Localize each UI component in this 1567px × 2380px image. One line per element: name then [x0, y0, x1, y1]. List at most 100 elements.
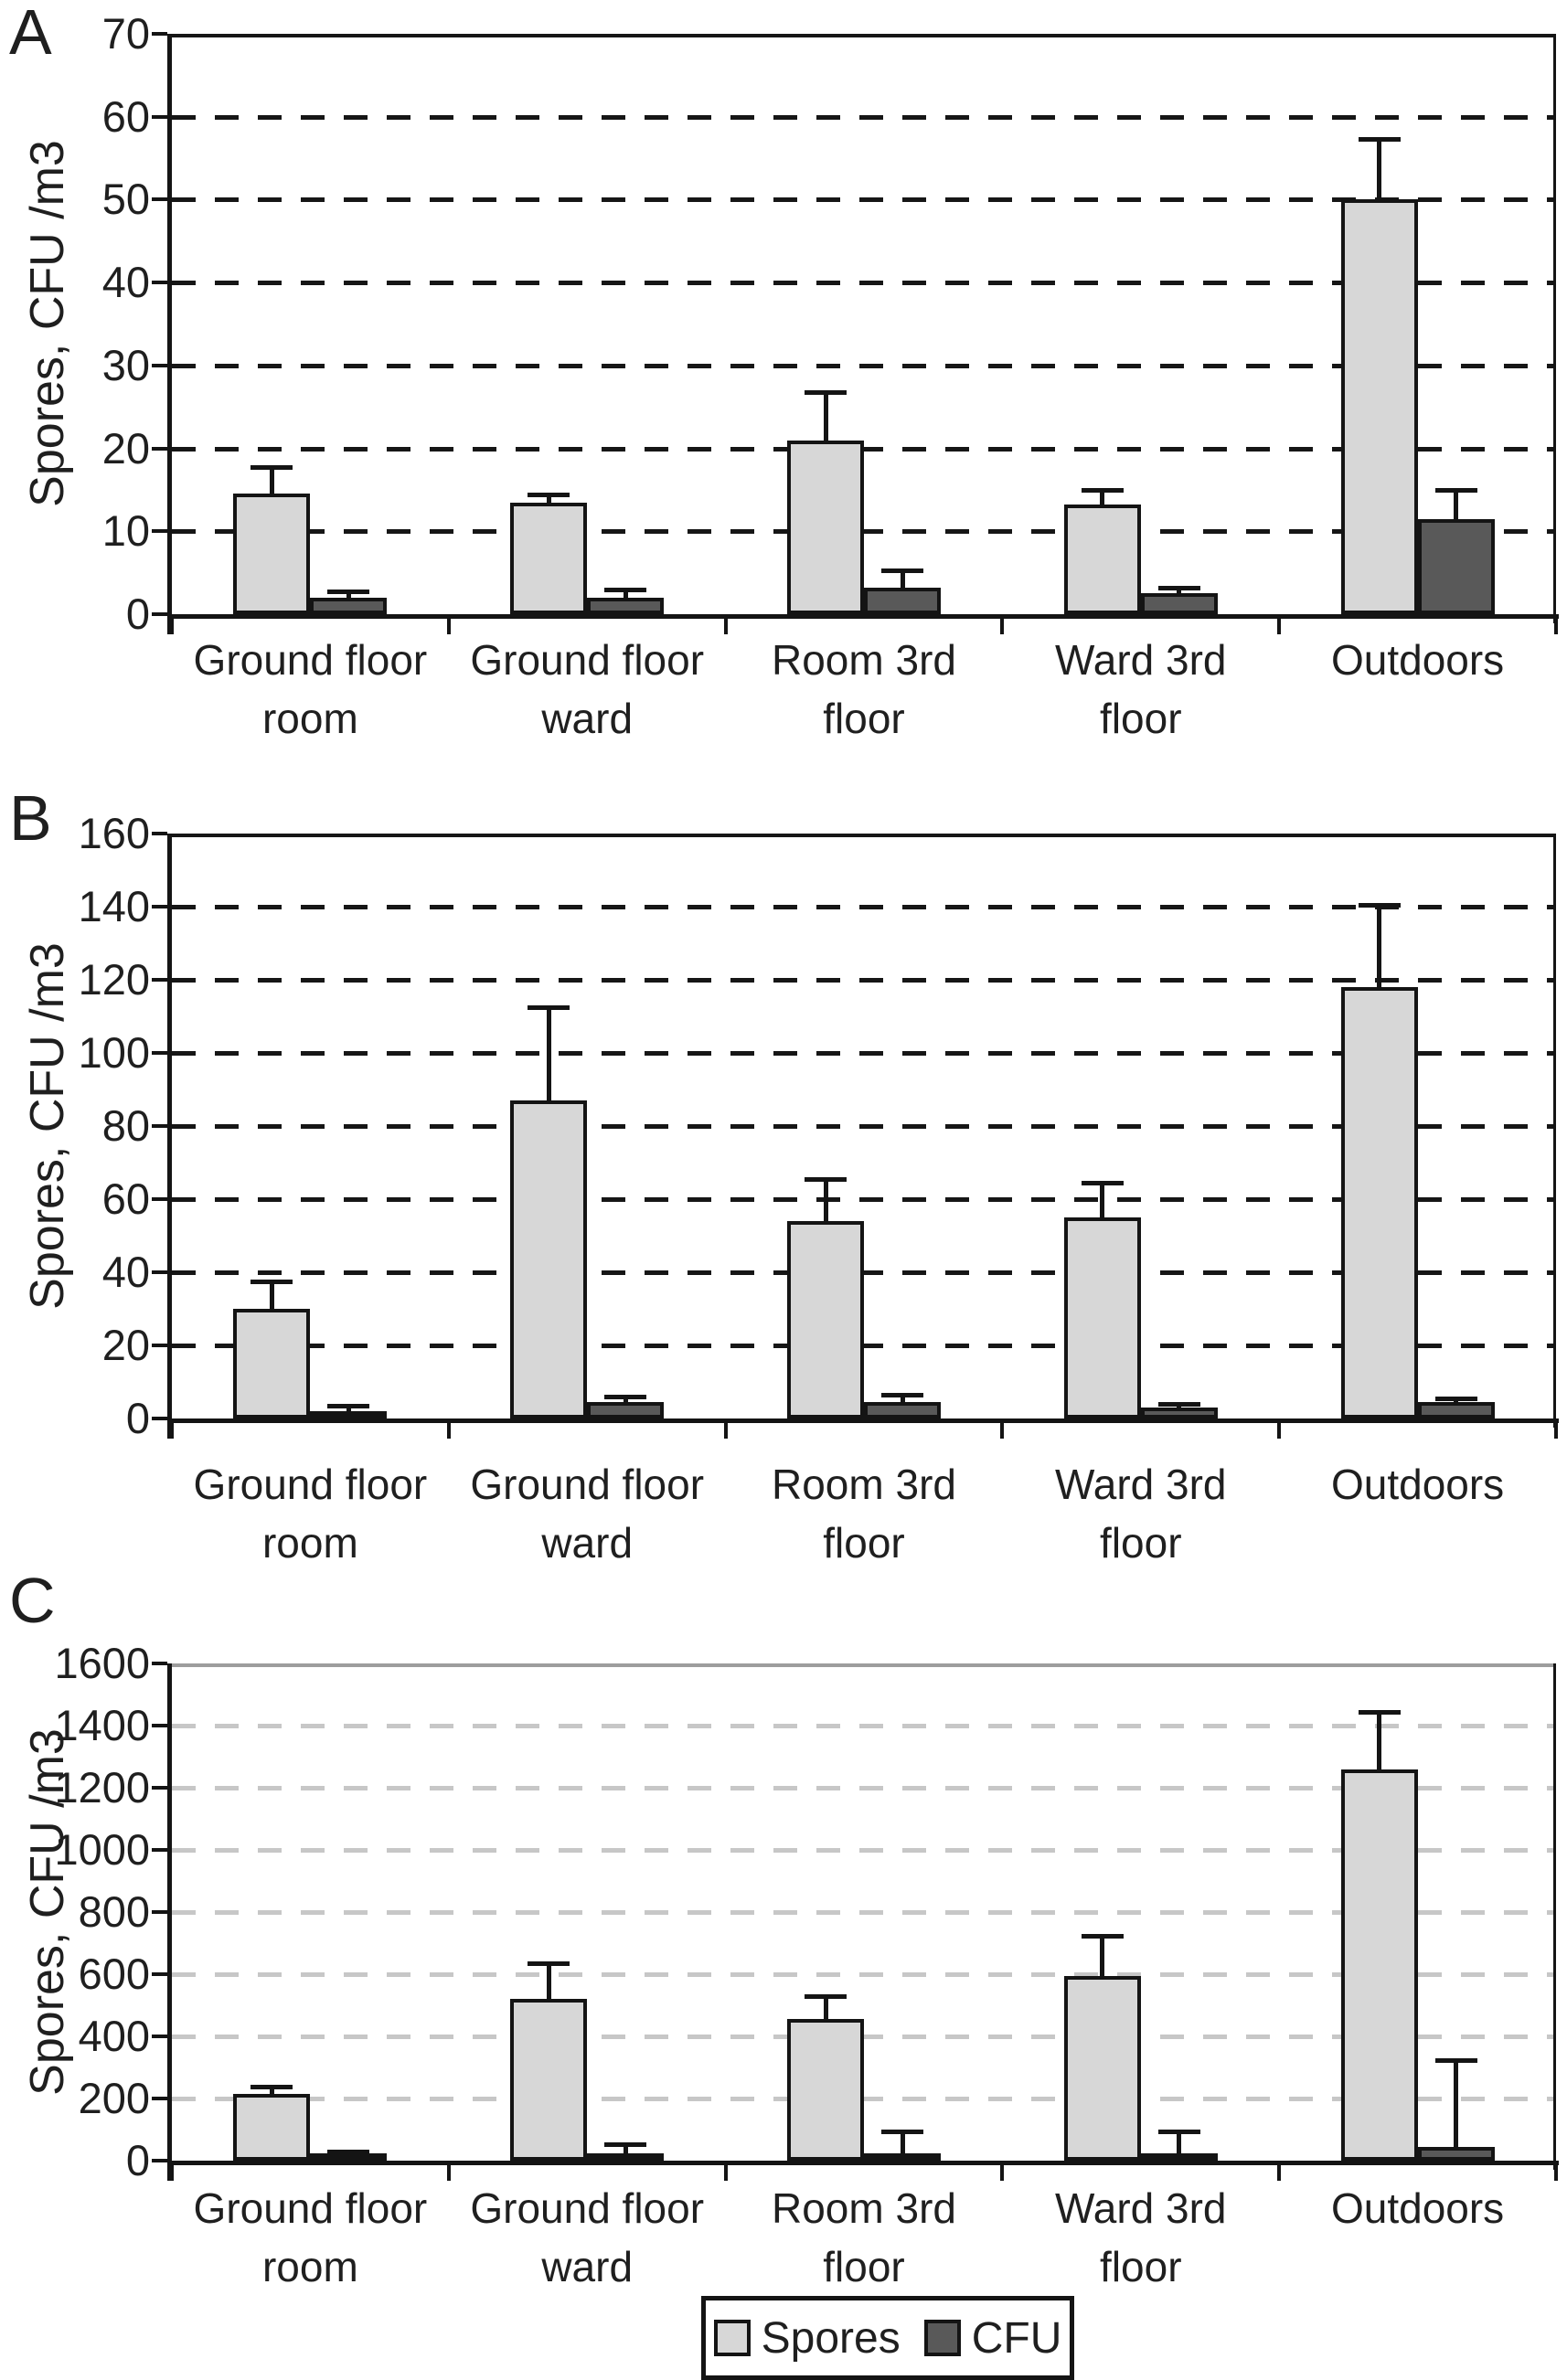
y-tick-label: 0: [125, 1394, 150, 1442]
x-category-label-line: Ground floor: [193, 636, 428, 684]
gridline: [172, 905, 1556, 909]
x-category-label: Outdoors: [1279, 631, 1556, 689]
plot-right-border: [1553, 34, 1556, 623]
gridline: [172, 1051, 1556, 1056]
y-tick-label: 140: [78, 882, 150, 930]
bar-cfu: [1140, 1408, 1218, 1418]
y-tick-label: 60: [101, 1174, 150, 1223]
y-axis-tick: [152, 2159, 167, 2162]
y-axis-tick: [152, 1270, 167, 1274]
error-bar-line: [900, 568, 905, 588]
x-category-label: Ground floor ward: [449, 2179, 726, 2296]
error-bar-cap: [327, 589, 370, 594]
legend-label-cfu: CFU: [971, 2313, 1062, 2363]
x-category-label-line: Ground floor: [470, 2184, 705, 2232]
error-bar-cap: [604, 2141, 647, 2147]
error-bar-line: [546, 1961, 551, 2000]
x-category-label-line: Ground floor: [470, 636, 705, 684]
error-bar-cap: [251, 464, 293, 470]
error-bar-line: [623, 2141, 628, 2158]
error-bar-cap: [1081, 1933, 1124, 1939]
error-bar-cap: [805, 1177, 847, 1182]
error-bar-cap: [1081, 488, 1124, 494]
y-axis-tick: [152, 1972, 167, 1976]
error-bar-line: [1100, 1933, 1105, 1976]
x-axis-tick: [446, 619, 451, 634]
x-category-label-line: floor: [823, 2243, 905, 2290]
y-tick-label: 600: [78, 1950, 150, 1998]
error-bar-line: [1454, 2057, 1459, 2147]
x-category-label: Ward 3rd floor: [1002, 631, 1279, 748]
x-axis-tick: [1277, 1423, 1282, 1439]
gridline: [172, 2035, 1556, 2039]
bar-spores: [1340, 1769, 1418, 2161]
panel-b-letter: B: [9, 782, 52, 854]
bar-cfu: [1417, 518, 1495, 614]
error-bar-cap: [1434, 2057, 1477, 2063]
bar-spores: [510, 503, 588, 614]
error-bar-line: [546, 492, 551, 504]
error-bar-cap: [805, 390, 847, 396]
error-bar-cap: [251, 1280, 293, 1284]
panel-c-letter: C: [9, 1565, 56, 1636]
error-bar-line: [900, 2130, 905, 2159]
gridline: [172, 1344, 1556, 1348]
y-axis-tick: [152, 1662, 167, 1665]
error-bar-cap: [1358, 1710, 1401, 1715]
plot-area: 0 10 20 30 40 50 60 70: [102, 9, 1559, 638]
error-bar-line: [1377, 903, 1382, 987]
x-axis-tick: [1000, 619, 1005, 634]
y-tick-label: 200: [78, 2074, 150, 2122]
gridline: [172, 197, 1556, 203]
x-category-label-line: ward: [541, 2243, 634, 2290]
x-category-label-line: Ground floor: [193, 2184, 428, 2232]
bar-spores: [233, 2093, 311, 2161]
x-category-label: Room 3rd floor: [726, 631, 1003, 748]
error-bar-cap: [881, 2130, 923, 2134]
y-axis-tick: [152, 363, 167, 367]
x-axis-tick: [1000, 1423, 1005, 1439]
error-bar-line: [1100, 488, 1105, 505]
x-category-label-line: room: [261, 695, 358, 742]
y-tick-label: 20: [101, 423, 150, 473]
bar-cfu: [310, 597, 388, 614]
error-bar-cap: [604, 1395, 647, 1399]
error-bar-line: [1454, 488, 1459, 519]
error-bar-line: [623, 587, 628, 598]
y-axis-tick: [152, 32, 167, 36]
bar-cfu: [310, 1411, 388, 1418]
plot-area: 0 20 40 60 80 100 120 140 160: [79, 809, 1559, 1442]
y-tick-label: 30: [101, 340, 150, 389]
panel-a-letter: A: [9, 0, 52, 68]
y-tick-label: 60: [101, 91, 150, 141]
y-tick-label: 70: [101, 9, 150, 58]
bar-spores: [1340, 987, 1418, 1418]
error-bar-cap: [251, 2084, 293, 2089]
bar-cfu: [1417, 2146, 1495, 2161]
error-bar-line: [900, 1393, 905, 1402]
error-bar-cap: [1358, 903, 1401, 908]
y-tick-label: 40: [101, 1248, 150, 1296]
error-bar-cap: [1358, 137, 1401, 143]
x-category-label: Ward 3rd floor: [1002, 2179, 1279, 2296]
x-axis-tick: [1000, 2165, 1005, 2181]
bar-spores: [1340, 199, 1418, 614]
y-tick-label: 100: [78, 1028, 150, 1077]
y-tick-label: 40: [101, 258, 150, 307]
y-axis-tick: [152, 1417, 167, 1420]
x-category-label: Ground floor ward: [449, 1455, 726, 1572]
error-bar-line: [269, 464, 274, 494]
error-bar-cap: [528, 1961, 570, 1967]
y-axis-tick: [152, 1197, 167, 1201]
gridline: [172, 446, 1556, 452]
spores-swatch-icon: [713, 2320, 751, 2356]
error-bar-cap: [1434, 488, 1477, 494]
gridline: [172, 1724, 1556, 1728]
x-axis-tick: [723, 2165, 728, 2181]
y-axis-tick: [152, 197, 167, 202]
panel-a-chart: 0 10 20 30 40 50 60 70: [102, 9, 1559, 638]
bar-spores: [787, 440, 864, 614]
y-axis-tick: [152, 1724, 167, 1727]
y-tick-label: 10: [101, 506, 150, 556]
x-category-label-line: Ground floor: [193, 1461, 428, 1508]
